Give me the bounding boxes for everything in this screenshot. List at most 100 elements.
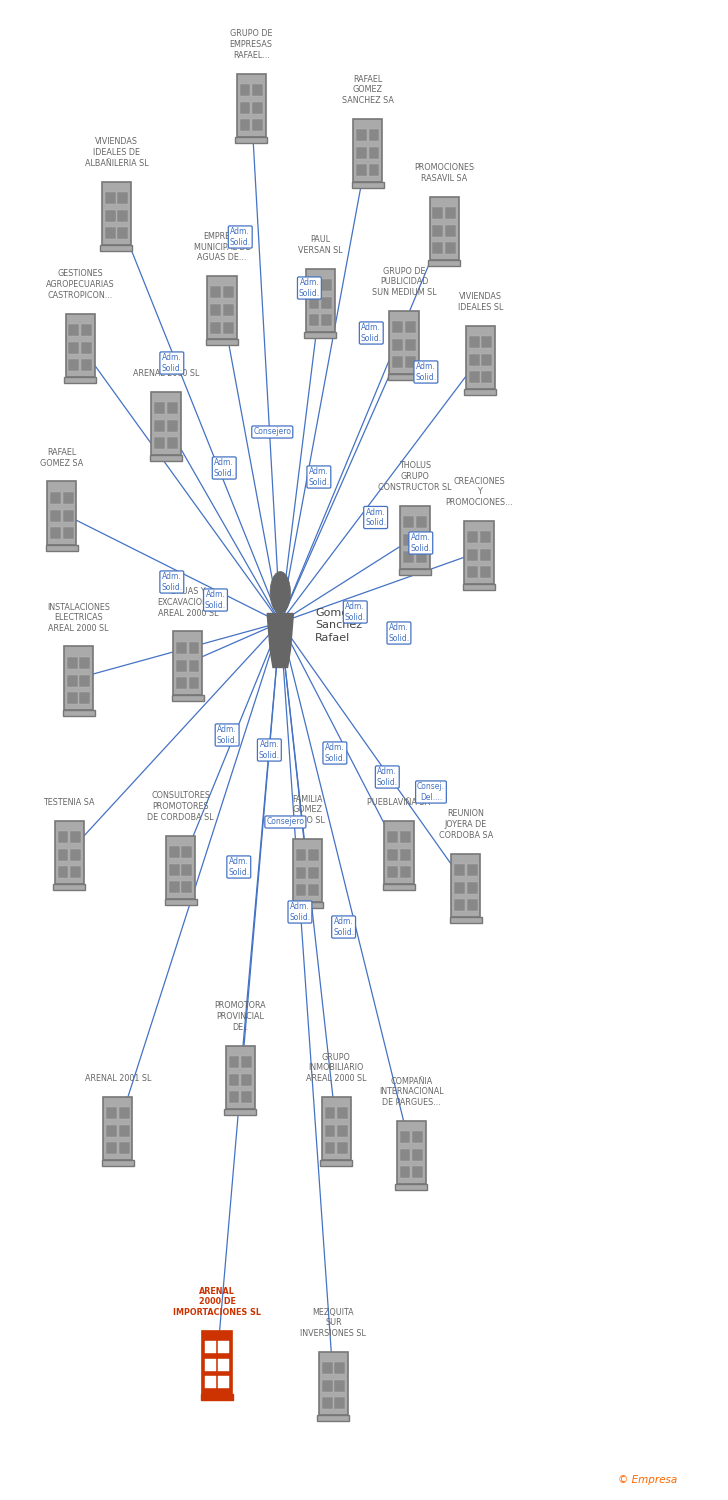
FancyBboxPatch shape <box>400 867 411 879</box>
FancyBboxPatch shape <box>392 321 403 333</box>
FancyBboxPatch shape <box>226 1046 255 1108</box>
FancyBboxPatch shape <box>81 324 92 336</box>
FancyBboxPatch shape <box>412 1131 423 1143</box>
FancyBboxPatch shape <box>480 549 491 561</box>
Text: GRUPO DE
EMPRESAS
RAFAEL...: GRUPO DE EMPRESAS RAFAEL... <box>229 30 273 60</box>
FancyBboxPatch shape <box>181 882 192 894</box>
Text: © Empresa: © Empresa <box>618 1474 678 1485</box>
Text: RAFAEL
GOMEZ SA: RAFAEL GOMEZ SA <box>40 448 84 468</box>
FancyBboxPatch shape <box>454 864 465 876</box>
Text: PROMOCIONES
RASAVIL SA: PROMOCIONES RASAVIL SA <box>414 164 474 183</box>
FancyBboxPatch shape <box>384 821 414 884</box>
Polygon shape <box>267 614 293 668</box>
FancyBboxPatch shape <box>47 482 76 544</box>
FancyBboxPatch shape <box>469 354 480 366</box>
Text: REUNION
JOYERA DE
CORDOBA SA: REUNION JOYERA DE CORDOBA SA <box>439 810 493 840</box>
FancyBboxPatch shape <box>166 836 195 898</box>
FancyBboxPatch shape <box>337 1125 348 1137</box>
FancyBboxPatch shape <box>58 867 68 879</box>
Text: GRUPO DE
PUBLICIDAD
SUN MEDIUM SL: GRUPO DE PUBLICIDAD SUN MEDIUM SL <box>372 267 436 297</box>
FancyBboxPatch shape <box>416 552 427 564</box>
Text: Consejero: Consejero <box>266 818 304 827</box>
FancyBboxPatch shape <box>445 207 456 219</box>
FancyBboxPatch shape <box>64 376 96 382</box>
FancyBboxPatch shape <box>67 693 78 705</box>
FancyBboxPatch shape <box>334 1380 345 1392</box>
Text: PROMOTORA
PROVINCIAL
DE..: PROMOTORA PROVINCIAL DE.. <box>215 1002 266 1032</box>
FancyBboxPatch shape <box>68 342 79 354</box>
FancyBboxPatch shape <box>55 821 84 884</box>
FancyBboxPatch shape <box>480 567 491 579</box>
FancyBboxPatch shape <box>325 1107 336 1119</box>
FancyBboxPatch shape <box>481 354 492 366</box>
FancyBboxPatch shape <box>205 1377 216 1389</box>
Text: CONSULTORES
PROMOTORES
DE CORDOBA SL: CONSULTORES PROMOTORES DE CORDOBA SL <box>147 792 214 822</box>
FancyBboxPatch shape <box>176 660 187 672</box>
FancyBboxPatch shape <box>105 192 116 204</box>
FancyBboxPatch shape <box>58 831 68 843</box>
FancyBboxPatch shape <box>205 1341 216 1353</box>
FancyBboxPatch shape <box>117 228 128 240</box>
FancyBboxPatch shape <box>432 225 443 237</box>
FancyBboxPatch shape <box>405 321 416 333</box>
FancyBboxPatch shape <box>325 1125 336 1137</box>
Circle shape <box>270 572 290 614</box>
FancyBboxPatch shape <box>466 326 495 388</box>
FancyBboxPatch shape <box>368 129 379 141</box>
FancyBboxPatch shape <box>467 531 478 543</box>
Text: Adm.
Solid.: Adm. Solid. <box>289 903 311 921</box>
FancyBboxPatch shape <box>400 1149 411 1161</box>
Text: ARENAL 2001 SL: ARENAL 2001 SL <box>84 1074 151 1083</box>
FancyBboxPatch shape <box>403 534 414 546</box>
FancyBboxPatch shape <box>322 1380 333 1392</box>
FancyBboxPatch shape <box>169 864 180 876</box>
FancyBboxPatch shape <box>309 297 320 309</box>
FancyBboxPatch shape <box>229 1056 240 1068</box>
FancyBboxPatch shape <box>154 420 165 432</box>
FancyBboxPatch shape <box>416 516 427 528</box>
FancyBboxPatch shape <box>321 315 332 327</box>
Text: Adm.
Solid.: Adm. Solid. <box>360 324 382 342</box>
Text: GESTIONES
AGROPECUARIAS
CASTROPICON...: GESTIONES AGROPECUARIAS CASTROPICON... <box>46 270 114 300</box>
FancyBboxPatch shape <box>412 1167 423 1179</box>
FancyBboxPatch shape <box>432 243 443 255</box>
FancyBboxPatch shape <box>464 388 496 394</box>
FancyBboxPatch shape <box>352 182 384 188</box>
FancyBboxPatch shape <box>235 136 267 142</box>
FancyBboxPatch shape <box>119 1143 130 1155</box>
Text: ARENAL
2000 DE
IMPORTACIONES SL: ARENAL 2000 DE IMPORTACIONES SL <box>173 1287 261 1317</box>
FancyBboxPatch shape <box>240 120 250 132</box>
FancyBboxPatch shape <box>117 210 128 222</box>
FancyBboxPatch shape <box>463 584 495 590</box>
FancyBboxPatch shape <box>207 276 237 339</box>
FancyBboxPatch shape <box>181 846 192 858</box>
FancyBboxPatch shape <box>405 339 416 351</box>
FancyBboxPatch shape <box>106 1125 117 1137</box>
FancyBboxPatch shape <box>480 531 491 543</box>
FancyBboxPatch shape <box>454 882 465 894</box>
Text: GRUAS Y
EXCAVACIONES
AREAL 2000 SL: GRUAS Y EXCAVACIONES AREAL 2000 SL <box>157 588 218 618</box>
FancyBboxPatch shape <box>154 438 165 450</box>
FancyBboxPatch shape <box>165 898 197 904</box>
Text: Adm.
Solid.: Adm. Solid. <box>213 459 235 477</box>
FancyBboxPatch shape <box>412 1149 423 1161</box>
FancyBboxPatch shape <box>67 657 78 669</box>
FancyBboxPatch shape <box>68 360 79 372</box>
FancyBboxPatch shape <box>481 336 492 348</box>
FancyBboxPatch shape <box>240 84 250 96</box>
FancyBboxPatch shape <box>387 831 398 843</box>
FancyBboxPatch shape <box>454 900 465 912</box>
Text: Adm.
Solid.: Adm. Solid. <box>228 858 250 876</box>
Text: VIVIENDAS
IDEALES DE
ALBAÑILERIA SL: VIVIENDAS IDEALES DE ALBAÑILERIA SL <box>84 138 149 168</box>
FancyBboxPatch shape <box>189 642 199 654</box>
Text: CREACIONES
Y
PROMOCIONES...: CREACIONES Y PROMOCIONES... <box>446 477 513 507</box>
FancyBboxPatch shape <box>119 1125 130 1137</box>
FancyBboxPatch shape <box>172 694 204 700</box>
FancyBboxPatch shape <box>218 1377 229 1389</box>
FancyBboxPatch shape <box>387 867 398 879</box>
Text: Adm.
Solid.: Adm. Solid. <box>229 228 251 246</box>
FancyBboxPatch shape <box>296 885 306 897</box>
FancyBboxPatch shape <box>467 900 478 912</box>
FancyBboxPatch shape <box>106 1107 117 1119</box>
Text: TESTENIA SA: TESTENIA SA <box>44 798 95 807</box>
